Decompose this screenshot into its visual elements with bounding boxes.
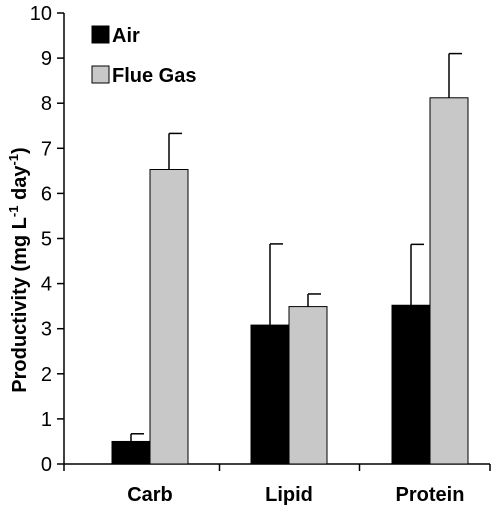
legend-swatch	[91, 25, 110, 44]
bar-flue-gas	[288, 306, 328, 465]
y-axis-title-text: Productivity (mg L-1 day-1)	[6, 147, 31, 392]
y-axis-title-prefix: Productivity (mg L	[9, 217, 31, 393]
y-tick-label: 4	[41, 274, 52, 296]
y-axis-title-sup2: -1	[6, 154, 21, 166]
y-tick-label: 3	[41, 319, 52, 341]
y-axis-title: Productivity (mg L-1 day-1)	[6, 147, 31, 392]
bar-air	[391, 304, 431, 465]
legend-label: Flue Gas	[112, 65, 196, 87]
y-tick-label: 6	[41, 183, 52, 205]
y-tick-label: 8	[41, 93, 52, 115]
y-tick-label: 0	[41, 454, 52, 476]
y-tick-label: 7	[41, 138, 52, 160]
legend-label: Air	[112, 25, 140, 47]
y-axis-title-sup1: -1	[6, 206, 21, 218]
y-tick-label: 2	[41, 364, 52, 386]
bar-air	[250, 324, 290, 465]
legend: Air Flue Gas	[91, 25, 196, 87]
y-tick-label: 9	[41, 48, 52, 70]
bars	[111, 97, 469, 465]
bar-flue-gas	[149, 168, 189, 465]
x-tick-label: Lipid	[265, 484, 313, 506]
y-axis: 0 1 2 3 4 5 6 7 8 9 10	[30, 3, 65, 476]
error-bars	[130, 52, 462, 442]
legend-swatch	[91, 65, 110, 84]
y-tick-label: 5	[41, 229, 52, 251]
bar-air	[111, 440, 151, 465]
x-axis: Carb Lipid Protein	[63, 463, 491, 506]
y-tick-label: 1	[41, 409, 52, 431]
x-tick-label: Carb	[127, 484, 173, 506]
bar-flue-gas	[429, 97, 469, 465]
y-axis-title-middle: day	[9, 165, 31, 206]
y-tick-label: 10	[30, 3, 52, 25]
x-tick-label: Protein	[396, 484, 465, 506]
y-axis-title-suffix: )	[9, 147, 31, 154]
